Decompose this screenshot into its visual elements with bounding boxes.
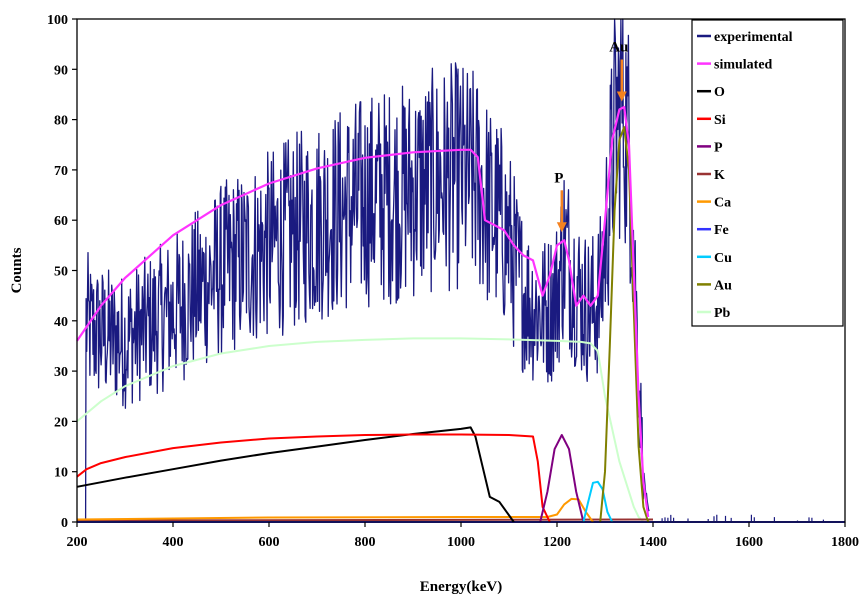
series-simulated [76, 105, 650, 518]
x-tick-label: 1400 [639, 535, 667, 550]
axes: 0 10 20 30 40 50 60 70 80 90 100 200 400 600 800 1000 12… [47, 13, 859, 550]
x-tick-label: 600 [259, 535, 280, 550]
y-tick-label: 10 [54, 466, 68, 481]
legend-label: Cu [714, 251, 732, 266]
experimental-series [84, 18, 650, 523]
x-tick-label: 1600 [735, 535, 763, 550]
y-axis-title: Counts [9, 247, 25, 293]
y-tick-label: 90 [54, 63, 68, 78]
series-k [76, 518, 654, 522]
legend-label: K [714, 168, 725, 183]
legend-label: Pb [714, 306, 731, 321]
x-tick-label: 400 [163, 535, 184, 550]
y-tick-label: 30 [54, 365, 68, 380]
y-tick-label: 0 [61, 516, 68, 531]
series-si [76, 433, 551, 523]
legend-label: simulated [714, 58, 773, 73]
y-tick-label: 70 [54, 164, 68, 179]
legend-label: O [714, 85, 725, 100]
series-pb [76, 337, 645, 523]
series-p [539, 434, 585, 523]
series-cu [582, 480, 614, 523]
legend-box [691, 19, 844, 327]
annotation-arrowhead [556, 222, 567, 233]
y-tick-label: 80 [54, 114, 68, 129]
legend: experimental simulated O Si PK Ca Fe Cu Au Pb [691, 19, 844, 327]
x-tick-label: 200 [67, 535, 88, 550]
series-ca [76, 497, 594, 523]
annotation-arrowhead [616, 91, 627, 102]
x-tick-label: 800 [355, 535, 376, 550]
series-au [599, 126, 650, 523]
y-tick-label: 40 [54, 315, 68, 330]
x-tick-label: 1200 [543, 535, 571, 550]
x-tick-label: 1000 [447, 535, 475, 550]
y-tick-label: 20 [54, 415, 68, 430]
series-o [76, 426, 515, 523]
legend-label: P [714, 140, 723, 155]
experimental-tail [661, 514, 824, 522]
x-axis-title: Energy(keV) [420, 579, 503, 595]
legend-label: experimental [714, 30, 793, 45]
legend-label: Fe [714, 223, 729, 238]
annotation-label: P [554, 170, 563, 186]
y-tick-label: 100 [47, 13, 68, 28]
legend-label: Si [714, 113, 726, 128]
legend-label: Ca [714, 196, 731, 211]
annotations: Au P [554, 40, 628, 233]
experimental-series-layer [84, 18, 824, 523]
x-tick-label: 1800 [831, 535, 859, 550]
y-tick-label: 50 [54, 265, 68, 280]
y-tick-label: 60 [54, 214, 68, 229]
annotation-label: Au [609, 40, 628, 56]
legend-label: Au [714, 278, 732, 293]
